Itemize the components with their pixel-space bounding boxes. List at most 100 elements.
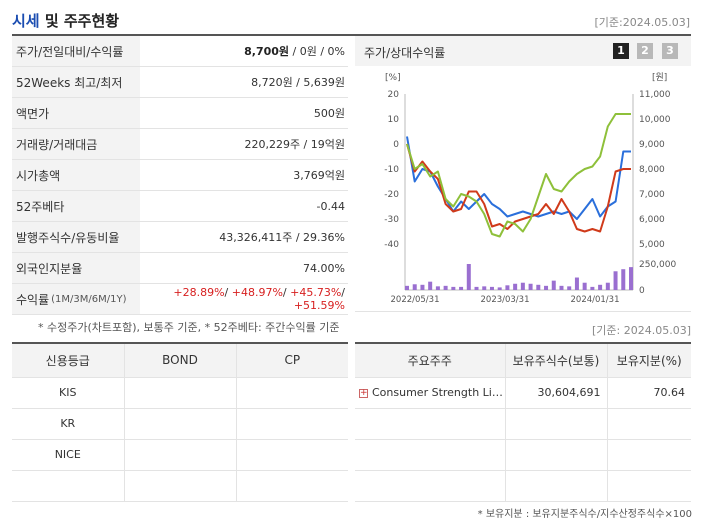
price-value: 8,700원 [244, 45, 290, 58]
chart-panel: 주가/상대수익률 1 2 3 [%] [원] 20 10 0 -10 -20 -30 -40 11… [355, 36, 691, 312]
holder-pct-cell [607, 439, 691, 471]
chart-panel-header: 주가/상대수익률 1 2 3 [355, 36, 691, 66]
price-chart: [%] [원] 20 10 0 -10 -20 -30 -40 11,000 10,000 9,000… [384, 72, 676, 305]
volume-bar [451, 286, 456, 290]
chart-page-3-button[interactable]: 3 [662, 43, 678, 59]
info-label: 수익률 (1M/3M/6M/1Y) [12, 284, 140, 314]
volume-bar [497, 287, 502, 290]
volume-bar [536, 284, 541, 290]
series-line [406, 113, 631, 238]
info-label: 주가/전일대비/수익률 [12, 36, 140, 66]
price-note: * 수정주가(차트포함), 보통주 기준, * 52주베타: 주간수익률 기준 [38, 321, 340, 334]
volume-bar [590, 286, 595, 290]
table-row: NICE [12, 439, 348, 471]
info-value: 43,326,411주 / 29.36% [219, 231, 345, 244]
volume-bar [629, 267, 633, 290]
return-separator: / [224, 286, 232, 299]
volume-bar [489, 286, 494, 290]
bond-cell [124, 439, 237, 471]
info-row-foreign: 외국인지분율 74.00% [12, 253, 348, 284]
holder-shares-cell: 30,604,691 [505, 377, 608, 409]
volume-bar [466, 264, 471, 290]
volume-bar [435, 286, 440, 290]
info-row-volume: 거래량/거래대금 220,229주 / 19억원 [12, 129, 348, 160]
x-tick-label: 2022/05/31 [391, 295, 440, 305]
volume-bar [559, 285, 564, 290]
return-1m: +28.89% [173, 286, 225, 299]
info-value: 8,700원 / 0원 / 0% [140, 43, 348, 59]
x-tick-label: 2024/01/31 [571, 295, 620, 305]
volume-bar [474, 286, 479, 290]
right-tick-label: 8,000 [639, 165, 665, 175]
price-info-table: 주가/전일대비/수익률 8,700원 / 0원 / 0% 52Weeks 최고/… [12, 36, 348, 315]
table-header-row: 주요주주 보유주식수(보통) 보유지분(%) [355, 344, 691, 378]
section-title: 시세 및 주주현황 [12, 10, 119, 31]
info-label: 발행주식수/유동비율 [12, 222, 140, 252]
info-row-market-cap: 시가총액 3,769억원 [12, 160, 348, 191]
volume-bar [513, 283, 518, 290]
right-tick-label: 6,000 [639, 215, 665, 225]
info-value: -0.44 [316, 199, 345, 213]
right-axis-unit: [원] [652, 72, 667, 83]
table-row [355, 408, 691, 440]
volume-bar [574, 277, 579, 290]
left-axis-unit: [%] [385, 73, 401, 83]
expand-icon[interactable]: + [359, 387, 368, 398]
left-tick-label: 20 [388, 90, 400, 100]
return-6m: +45.73% [290, 286, 342, 299]
returns-period: (1M/3M/6M/1Y) [51, 293, 127, 305]
info-label: 시가총액 [12, 160, 140, 190]
right-tick-label: 10,000 [639, 115, 671, 125]
holder-name-cell [355, 470, 506, 502]
info-value: 220,229주 / 19억원 [244, 138, 345, 151]
holder-note: * 보유지분 : 보유지분주식수/지수산정주식수×100 [477, 509, 692, 520]
cp-cell [236, 408, 348, 440]
holder-shares-cell [505, 439, 608, 471]
holder-shares-cell [505, 470, 608, 502]
info-row-shares: 발행주식수/유동비율 43,326,411주 / 29.36% [12, 222, 348, 253]
bond-cell [124, 377, 237, 409]
left-tick-label: -10 [384, 165, 399, 175]
volume-bar [505, 285, 510, 290]
price-change: / 0원 / 0% [289, 45, 345, 58]
left-tick-label: -20 [384, 190, 399, 200]
info-value: 8,720원 / 5,639원 [251, 76, 345, 89]
table-header-row: 신용등급 BOND CP [12, 344, 348, 378]
holder-name-cell[interactable]: + Consumer Strength Li… [355, 377, 506, 409]
table-row: KR [12, 408, 348, 440]
return-1y: +51.59% [293, 299, 345, 312]
cp-cell [236, 439, 348, 471]
returns-label: 수익률 [16, 292, 50, 307]
table-row [12, 470, 348, 502]
info-value: 3,769억원 [293, 169, 345, 182]
info-row-returns: 수익률 (1M/3M/6M/1Y) +28.89%/ +48.97%/ +45.7… [12, 284, 348, 315]
title-rest: 및 주주현황 [39, 12, 120, 30]
holder-name-cell [355, 408, 506, 440]
column-header: BOND [124, 344, 237, 378]
volume-tick-label: 0 [639, 286, 645, 296]
agency-cell: KIS [12, 377, 125, 409]
series-line [406, 143, 631, 233]
info-label: 52주베타 [12, 191, 140, 221]
table-row: KIS [12, 377, 348, 409]
info-label: 52Weeks 최고/최저 [12, 67, 140, 97]
volume-bar [428, 281, 433, 290]
chart-page-1-button[interactable]: 1 [613, 43, 629, 59]
info-value: 74.00% [303, 261, 345, 275]
info-label: 거래량/거래대금 [12, 129, 140, 159]
volume-bar [598, 284, 603, 290]
left-tick-label: 10 [388, 115, 400, 125]
holder-table-divider [355, 342, 691, 344]
volume-bar [420, 284, 425, 290]
column-header: 보유지분(%) [607, 344, 691, 378]
volume-bar [605, 282, 610, 290]
chart-page-2-button[interactable]: 2 [637, 43, 653, 59]
info-row-par-value: 액면가 500원 [12, 98, 348, 129]
bond-cell [124, 408, 237, 440]
return-separator: / [282, 286, 291, 299]
volume-tick-label: 250,000 [639, 260, 676, 270]
right-tick-label: 7,000 [639, 190, 665, 200]
holder-name[interactable]: Consumer Strength Li… [372, 386, 503, 399]
info-row-52weeks: 52Weeks 최고/최저 8,720원 / 5,639원 [12, 67, 348, 98]
agency-cell: NICE [12, 439, 125, 471]
